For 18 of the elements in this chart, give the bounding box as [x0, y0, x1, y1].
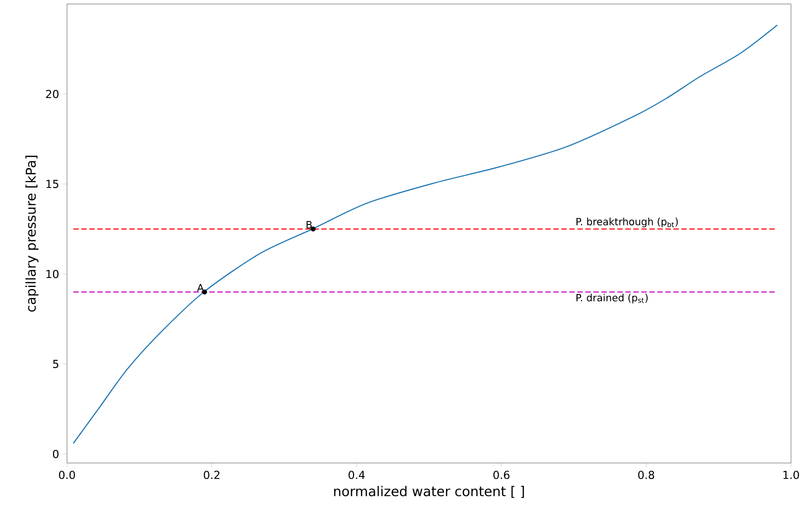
x-tick-label: 1.0: [783, 470, 799, 480]
y-tick-label: 20: [46, 90, 58, 98]
y-tick-label: 0: [52, 450, 58, 458]
ref-line-label: P. drained (p$_{st}$): [576, 294, 648, 304]
annotation: A: [197, 284, 204, 292]
x-tick-label: 0.2: [204, 470, 220, 480]
annotation: B: [306, 221, 312, 228]
x-tick-label: 0.8: [638, 470, 654, 480]
x-axis-title: normalized water content [ ]: [334, 486, 524, 498]
y-tick-label: 15: [46, 180, 58, 188]
y-axis-title: capillary pressure [kPa]: [25, 156, 38, 312]
x-tick-label: 0.4: [348, 470, 365, 480]
x-tick-label: 0.6: [493, 470, 510, 480]
x-tick-label: 0.0: [59, 470, 75, 480]
ref-line-label: P. breaktrhough (p$_{bt}$): [576, 218, 678, 228]
y-tick-label: 5: [53, 360, 58, 368]
y-tick-label: 10: [46, 270, 58, 278]
line-series: [72, 24, 778, 444]
